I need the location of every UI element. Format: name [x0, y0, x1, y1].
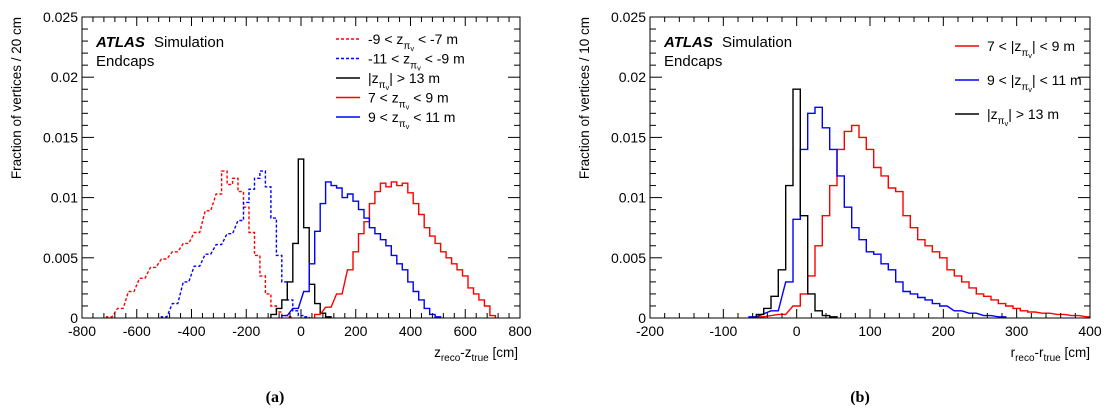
x-tick-label: 100: [858, 323, 882, 339]
y-tick-label: 0.005: [611, 250, 646, 266]
y-tick-label: 0.02: [619, 69, 646, 85]
x-tick-label: 200: [932, 323, 956, 339]
legend-label-3: 7 < zπv < 9 m: [368, 90, 449, 112]
x-tick-label: 300: [1005, 323, 1029, 339]
y-tick-label: 0: [638, 310, 646, 326]
y-tick-label: 0.025: [611, 9, 646, 25]
x-axis-label: zreco-ztrue [cm]: [434, 345, 518, 364]
x-tick-label: -400: [177, 323, 205, 339]
x-tick-label: 0: [793, 323, 801, 339]
chart-panel-b: 7 < |zπv| < 9 m 9 < |zπv| < 11 m |zπv| > 1…: [577, 9, 1102, 406]
x-tick-label: -600: [123, 323, 151, 339]
x-tick-label: 400: [1078, 323, 1102, 339]
series-line-2: [755, 88, 838, 318]
experiment-label: ATLAS: [663, 34, 713, 51]
legend-label-1: 9 < |zπv| < 11 m: [987, 72, 1082, 94]
experiment-label: ATLAS: [95, 34, 145, 51]
x-tick-label: 800: [508, 323, 532, 339]
chart-panel-a: -9 < zπv < -7 m-11 < zπv < -9 m|zπv| > 1…: [9, 9, 532, 406]
series-line-4: [281, 181, 442, 318]
panel-label: (a): [266, 389, 285, 406]
x-tick-label: -200: [232, 323, 260, 339]
x-axis-label: rreco-rtrue [cm]: [1011, 345, 1090, 364]
legend-label-0: 7 < |zπv| < 9 m: [987, 38, 1075, 60]
x-tick-label: 400: [399, 323, 423, 339]
x-tick-label: 0: [297, 323, 305, 339]
y-tick-label: 0.025: [43, 9, 78, 25]
y-axis-label: Fraction of vertices / 20 cm: [9, 17, 24, 179]
x-tick-label: 600: [454, 323, 478, 339]
y-axis-label: Fraction of vertices / 10 cm: [577, 17, 592, 179]
legend-label-0: -9 < zπv < -7 m: [368, 31, 458, 53]
series-line-2: [270, 158, 332, 318]
x-tick-label: -800: [68, 323, 96, 339]
y-tick-label: 0: [70, 310, 78, 326]
y-tick-label: 0.015: [611, 129, 646, 145]
series-line-3: [314, 181, 497, 318]
x-tick-label: -200: [636, 323, 664, 339]
legend: 7 < |zπv| < 9 m 9 < |zπv| < 11 m |zπv| > 1…: [955, 38, 1082, 128]
experiment-note: Simulation: [154, 34, 224, 51]
series-line-0: [105, 170, 294, 318]
experiment-note: Simulation: [722, 34, 792, 51]
x-tick-label: -100: [709, 323, 737, 339]
series-line-1: [748, 106, 1007, 318]
legend-label-2: |zπv| > 13 m: [987, 106, 1059, 128]
region-label: Endcaps: [96, 53, 154, 70]
y-tick-label: 0.01: [51, 190, 78, 206]
legend-label-4: 9 < zπv < 11 m: [368, 109, 455, 131]
legend-label-1: -11 < zπv < -9 m: [368, 51, 465, 73]
x-tick-label: 200: [344, 323, 368, 339]
region-label: Endcaps: [664, 53, 722, 70]
y-tick-label: 0.015: [43, 129, 78, 145]
y-tick-label: 0.005: [43, 250, 78, 266]
series-line-0: [755, 124, 1090, 318]
legend: -9 < zπv < -7 m-11 < zπv < -9 m|zπv| > 1…: [336, 31, 465, 131]
panel-label: (b): [850, 389, 870, 406]
y-tick-label: 0.02: [51, 69, 78, 85]
legend-label-2: |zπv| > 13 m: [368, 70, 440, 92]
y-tick-label: 0.01: [619, 190, 646, 206]
series-line-1: [160, 170, 310, 318]
